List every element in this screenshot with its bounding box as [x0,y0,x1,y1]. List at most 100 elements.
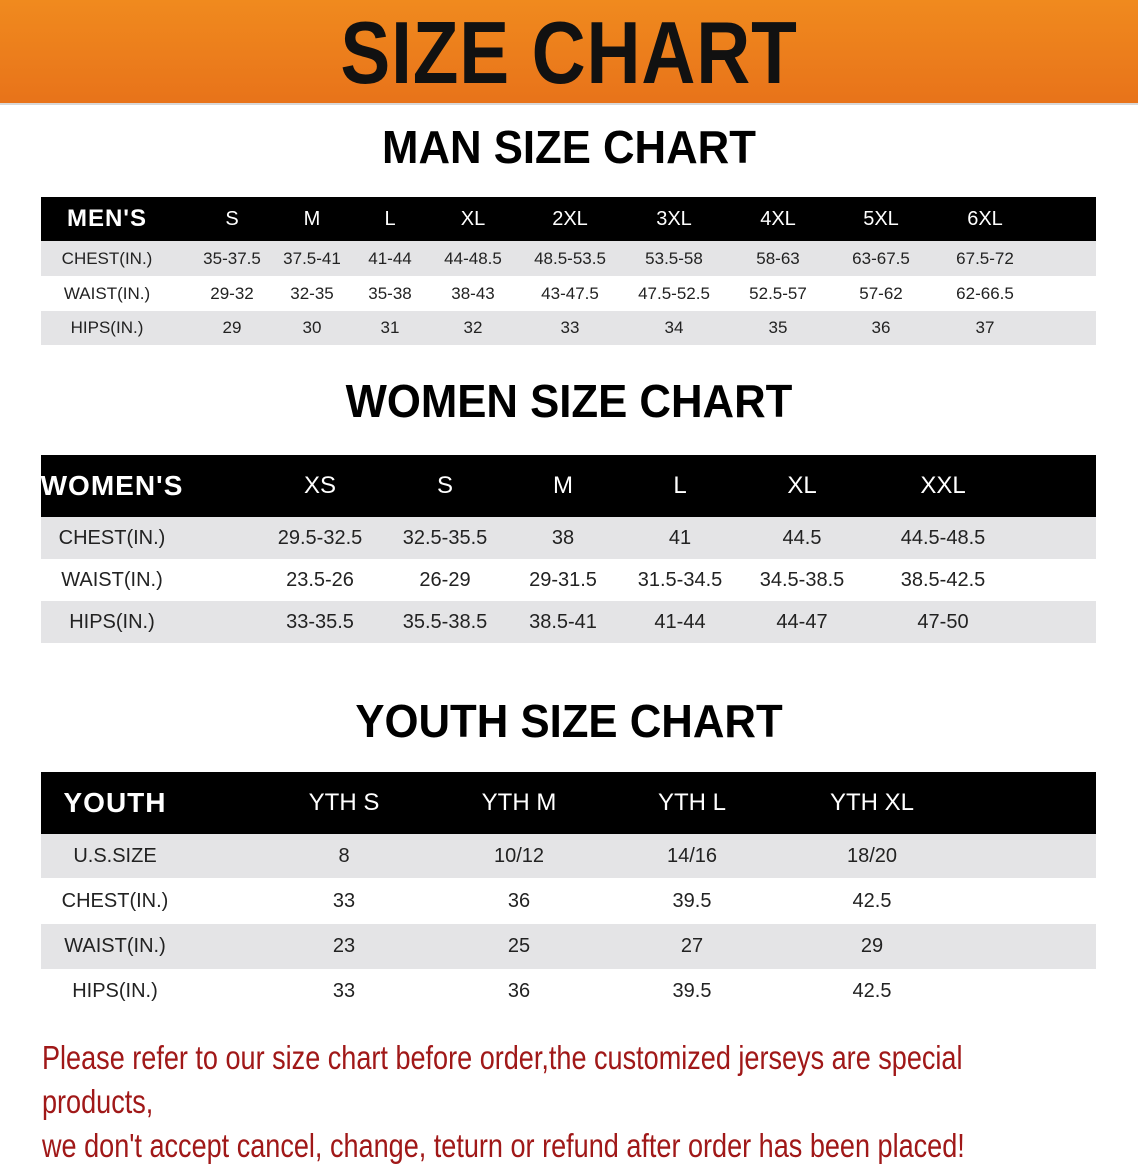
row-label: CHEST(IN.) [58,526,166,549]
table-header-row: WOMEN'S XS S M L XL XXL [41,455,1096,517]
row-label: CHEST(IN.) [61,889,169,912]
measurement-cell: 23 [332,935,356,957]
measurement-cell: 34 [664,318,684,337]
measurement-cell: 30 [302,318,322,337]
size-header-cell: YTH L [657,789,727,816]
measurement-cell: 38.5-41 [529,610,597,633]
table-header-label: YOUTH [63,787,167,818]
measurement-cell: 67.5-72 [956,248,1014,268]
measurement-cell: 35 [768,318,788,337]
size-header-cell: XL [787,472,817,499]
notice-line-1: Please refer to our size chart before or… [42,1039,963,1120]
row-label: HIPS(IN.) [70,318,144,337]
table-row: WAIST(IN.) 29-32 32-35 35-38 38-43 43-47.5 47.… [41,276,1096,311]
measurement-cell: 38.5-42.5 [900,568,986,591]
measurement-cell: 23.5-26 [286,568,354,591]
measurement-cell: 36 [507,980,531,1002]
measurement-cell: 31 [380,318,400,337]
size-header-cell: M [303,207,321,230]
measurement-cell: 10/12 [493,844,545,867]
size-header-cell: S [436,472,454,499]
measurement-cell: 33 [332,980,356,1002]
women-section-title: WOMEN SIZE CHART [345,375,793,427]
row-label: WAIST(IN.) [63,283,151,303]
table-row: CHEST(IN.) 29.5-32.5 32.5-35.5 38 41 44.5 44.5… [41,517,1096,559]
size-header-cell: S [225,207,239,230]
table-row: CHEST(IN.) 35-37.5 37.5-41 41-44 44-48.5 48.5… [41,241,1096,276]
banner: SIZE CHART [0,0,1138,105]
row-label: WAIST(IN.) [64,935,166,957]
measurement-cell: 43-47.5 [541,283,599,303]
table-header-row: MEN'S S M L XL 2XL 3XL 4XL 5XL 6XL [41,197,1096,241]
row-label: WAIST(IN.) [61,568,163,591]
measurement-cell: 39.5 [672,889,712,912]
measurement-cell: 32.5-35.5 [402,526,488,549]
measurement-cell: 41-44 [368,248,412,268]
measurement-cell: 14/16 [666,844,718,867]
row-label: HIPS(IN.) [72,980,158,1002]
measurement-cell: 29-31.5 [529,568,597,591]
measurement-cell: 38-43 [451,283,495,303]
table-row: WAIST(IN.) 23.5-26 26-29 29-31.5 31.5-34.5 34… [41,559,1096,601]
size-header-cell: 5XL [863,207,899,230]
measurement-cell: 29-32 [210,283,254,303]
table-header-row: YOUTH YTH S YTH M YTH L YTH XL [41,772,1096,834]
size-header-cell: XL [460,207,486,230]
measurement-cell: 36 [507,889,531,912]
measurement-cell: 41-44 [654,610,706,633]
row-label: U.S.SIZE [73,844,157,867]
measurement-cell: 8 [338,844,350,867]
measurement-cell: 27 [680,935,704,957]
measurement-cell: 18/20 [846,844,898,867]
table-row: HIPS(IN.) 33-35.5 35.5-38.5 38.5-41 41-44 44-… [41,601,1096,643]
row-label: CHEST(IN.) [61,248,153,268]
order-notice: Please refer to our size chart before or… [42,1036,1026,1168]
size-header-cell: 4XL [760,207,796,230]
measurement-cell: 29 [222,318,242,337]
measurement-cell: 44-47 [776,610,828,633]
measurement-cell: 47.5-52.5 [638,283,710,303]
measurement-cell: 62-66.5 [956,283,1014,303]
measurement-cell: 34.5-38.5 [759,568,845,591]
size-header-cell: XXL [920,472,966,499]
table-header-label: MEN'S [66,205,148,232]
measurement-cell: 37 [975,318,995,337]
measurement-cell: 44-48.5 [444,248,502,268]
measurement-cell: 31.5-34.5 [637,568,723,591]
size-header-cell: L [673,472,687,499]
size-header-cell: YTH XL [829,789,915,816]
table-row: WAIST(IN.) 23 25 27 29 [41,924,1096,969]
notice-line-2: we don't accept cancel, change, teturn o… [42,1127,965,1164]
banner-title: SIZE CHART [340,3,798,102]
measurement-cell: 35-37.5 [203,248,261,268]
measurement-cell: 38 [551,526,575,549]
size-header-cell: M [553,472,573,499]
measurement-cell: 63-67.5 [852,248,910,268]
measurement-cell: 32-35 [290,283,334,303]
measurement-cell: 57-62 [859,283,903,303]
measurement-cell: 42.5 [852,980,892,1002]
size-header-cell: XS [303,472,337,499]
measurement-cell: 58-63 [756,248,800,268]
measurement-cell: 48.5-53.5 [534,248,606,268]
measurement-cell: 47-50 [917,610,969,633]
measurement-cell: 33-35.5 [286,610,354,633]
measurement-cell: 36 [871,318,891,337]
measurement-cell: 35.5-38.5 [402,610,488,633]
measurement-cell: 33 [332,889,356,912]
table-header-label: WOMEN'S [40,470,184,501]
measurement-cell: 39.5 [672,980,712,1002]
size-header-cell: L [384,207,396,230]
men-section-title: MAN SIZE CHART [382,121,756,173]
table-row: U.S.SIZE 8 10/12 14/16 18/20 [41,834,1096,878]
size-header-cell: 6XL [967,207,1003,230]
measurement-cell: 29.5-32.5 [277,526,363,549]
measurement-cell: 26-29 [419,568,471,591]
size-header-cell: YTH S [308,789,380,816]
size-header-cell: YTH M [481,789,557,816]
table-row: CHEST(IN.) 33 36 39.5 42.5 [41,878,1096,924]
row-label: HIPS(IN.) [69,610,155,633]
measurement-cell: 25 [507,935,531,957]
measurement-cell: 42.5 [852,889,892,912]
table-row: HIPS(IN.) 29 30 31 32 33 34 35 36 37 [41,311,1096,345]
